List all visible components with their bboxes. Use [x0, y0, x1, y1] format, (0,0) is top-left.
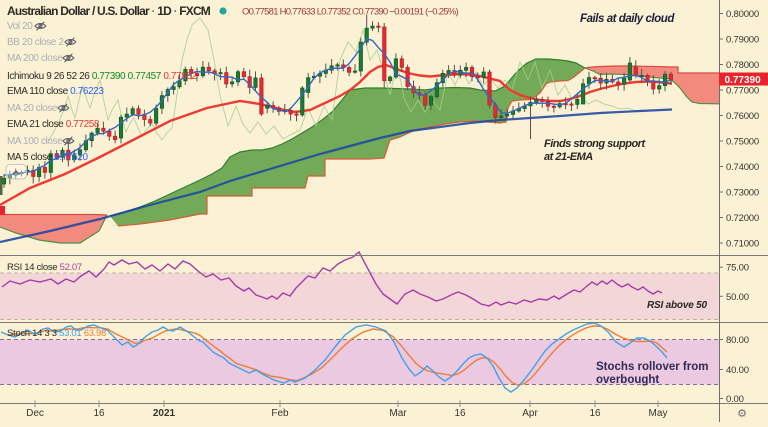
svg-text:MA 100 close: MA 100 close: [7, 136, 63, 147]
svg-text:EMA 21 close 0.77258: EMA 21 close 0.77258: [7, 119, 100, 130]
svg-text:Mar: Mar: [389, 408, 407, 419]
svg-text:Fails at daily cloud: Fails at daily cloud: [580, 13, 675, 25]
svg-text:O0.77581 H0.77633 L0.77352 C0.: O0.77581 H0.77633 L0.77352 C0.77390 −0.0…: [242, 7, 458, 18]
svg-text:Finds strong support: Finds strong support: [544, 138, 646, 150]
svg-text:May: May: [649, 408, 668, 419]
svg-text:2021: 2021: [153, 408, 176, 419]
svg-text:0.73000: 0.73000: [726, 188, 759, 199]
svg-text:MA 20 close: MA 20 close: [7, 103, 58, 114]
svg-text:0.78000: 0.78000: [726, 60, 759, 71]
svg-text:MA 200 close: MA 200 close: [7, 53, 63, 64]
svg-text:0.74000: 0.74000: [726, 162, 759, 173]
svg-text:⚙: ⚙: [737, 408, 747, 420]
svg-text:0.77390: 0.77390: [725, 75, 762, 86]
svg-text:Stochs rollover from: Stochs rollover from: [596, 361, 708, 373]
svg-text:RSI above 50: RSI above 50: [647, 300, 707, 311]
svg-text:at 21-EMA: at 21-EMA: [544, 151, 593, 163]
svg-text:75.00: 75.00: [726, 263, 749, 274]
svg-text:80.00: 80.00: [726, 335, 749, 346]
svg-text:Vol 20: Vol 20: [7, 21, 33, 32]
svg-text:EMA 110 close 0.76223: EMA 110 close 0.76223: [7, 86, 104, 97]
svg-text:MA 5 close 0.77520: MA 5 close 0.77520: [7, 152, 88, 163]
svg-text:0.80000: 0.80000: [726, 9, 759, 20]
svg-text:overbought: overbought: [596, 374, 659, 386]
svg-text:Dec: Dec: [26, 408, 44, 419]
svg-text:0.72000: 0.72000: [726, 213, 759, 224]
svg-text:0.00: 0.00: [726, 394, 744, 405]
svg-text:0.79000: 0.79000: [726, 35, 759, 46]
svg-text:Stoch 14 3 3 53.01 63.98: Stoch 14 3 3 53.01 63.98: [7, 328, 106, 339]
svg-text:0.71000: 0.71000: [726, 239, 759, 250]
svg-text:16: 16: [93, 408, 105, 419]
svg-text:Apr: Apr: [522, 408, 538, 419]
svg-text:Australian Dollar / U.S. Dolla: Australian Dollar / U.S. Dollar · 1D · F…: [7, 4, 211, 18]
svg-text:40.00: 40.00: [726, 365, 749, 376]
svg-text:16: 16: [454, 408, 466, 419]
svg-text:Ichimoku 9 26 52 26 0.77390 0.: Ichimoku 9 26 52 26 0.77390 0.77457 0.77…: [7, 71, 198, 82]
svg-text:Feb: Feb: [271, 408, 289, 419]
svg-text:0.77000: 0.77000: [726, 86, 759, 97]
svg-text:RSI 14 close 52.07: RSI 14 close 52.07: [7, 262, 82, 273]
svg-text:0.76000: 0.76000: [726, 111, 759, 122]
svg-text:BB 20 close 2: BB 20 close 2: [7, 37, 64, 48]
svg-text:16: 16: [589, 408, 601, 419]
svg-text:50.00: 50.00: [726, 292, 749, 303]
svg-text:0.75000: 0.75000: [726, 137, 759, 148]
